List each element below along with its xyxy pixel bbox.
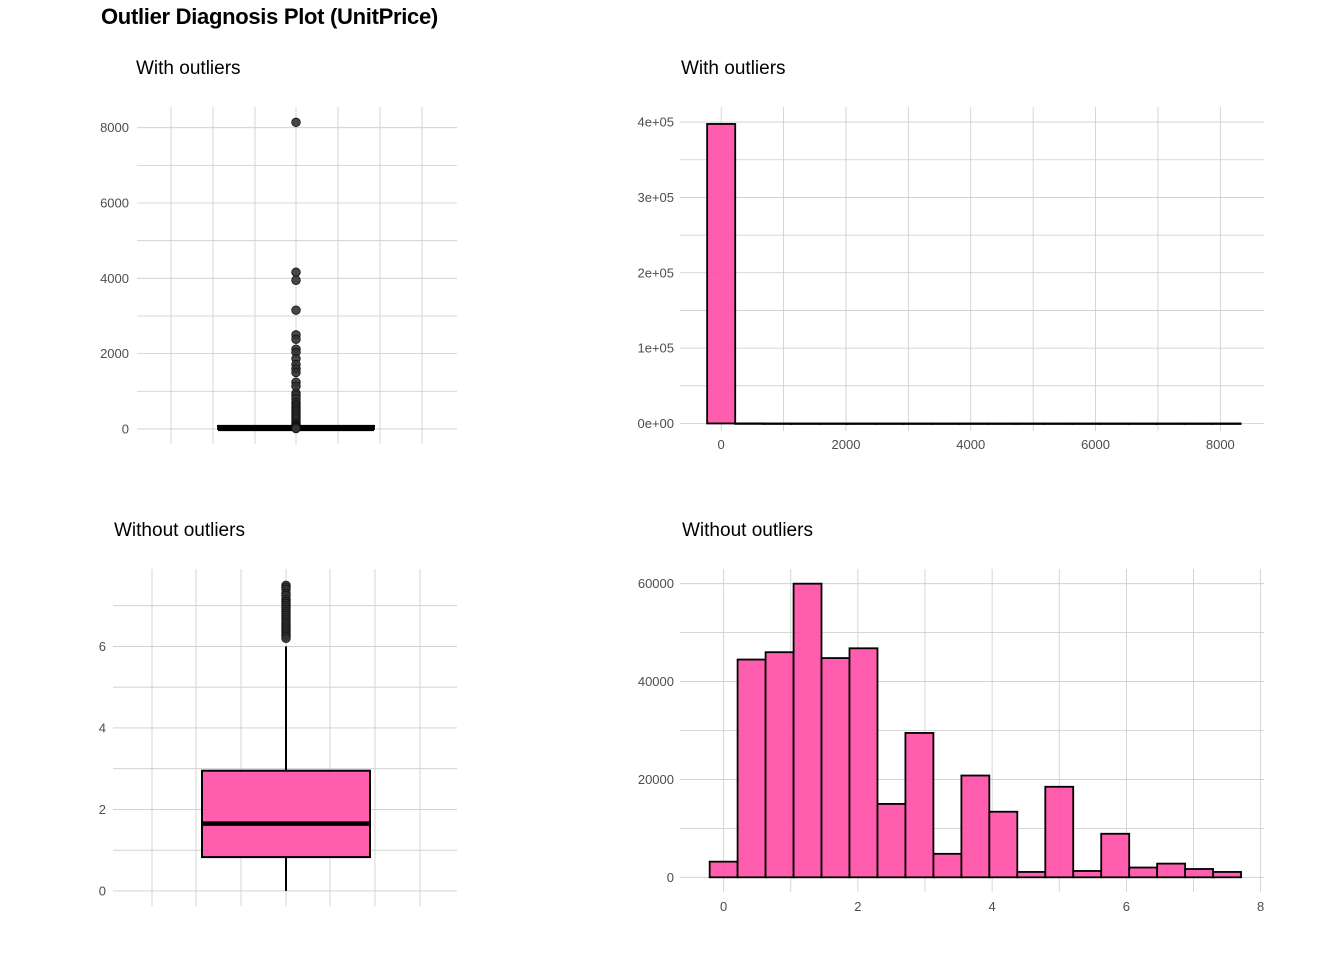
histogram-bar xyxy=(1156,862,1187,879)
y-tick-label: 4e+05 xyxy=(637,115,674,130)
histogram-bar xyxy=(764,651,795,879)
y-tick-label: 0 xyxy=(122,421,129,436)
outlier-point xyxy=(291,423,301,434)
y-tick-label: 4000 xyxy=(100,271,129,286)
x-tick-label: 6000 xyxy=(1081,437,1110,452)
x-tick-label: 4000 xyxy=(956,437,985,452)
outlier-point xyxy=(291,275,301,285)
outlier-point xyxy=(291,334,301,344)
y-tick-label: 60000 xyxy=(638,576,674,591)
histogram-bar xyxy=(1128,866,1159,879)
y-tick-label: 0 xyxy=(99,883,106,898)
outlier-point xyxy=(291,367,301,378)
y-tick-label: 20000 xyxy=(638,772,674,787)
boxplot-without-outliers: 0 2 4 6 xyxy=(99,569,457,906)
histogram-bar xyxy=(932,852,963,879)
panel-title: Without outliers xyxy=(114,520,245,541)
panel-title: With outliers xyxy=(136,58,241,79)
histogram-bar xyxy=(1044,785,1075,879)
histogram-bar xyxy=(1211,422,1242,425)
x-tick-label: 4 xyxy=(989,899,996,914)
box xyxy=(201,769,371,859)
histogram-bar xyxy=(1100,832,1131,879)
x-tick-label: 0 xyxy=(720,899,727,914)
y-tick-label: 1e+05 xyxy=(637,341,674,356)
y-tick-label: 2 xyxy=(99,802,106,817)
y-tick-label: 40000 xyxy=(638,674,674,689)
y-tick-label: 3e+05 xyxy=(637,190,674,205)
histogram-bar xyxy=(1016,871,1047,879)
y-tick-label: 0 xyxy=(667,870,674,885)
panel-title: Without outliers xyxy=(682,520,813,541)
x-tick-label: 2000 xyxy=(832,437,861,452)
y-tick-label: 6 xyxy=(99,639,106,654)
histogram-bar xyxy=(736,658,767,879)
histogram-bar xyxy=(708,860,739,879)
outlier-point xyxy=(291,305,301,315)
histogram-bar xyxy=(1072,870,1103,879)
boxplot-with-outliers-panel: With outliers 0 2000 4000 6000 8000 xyxy=(0,0,672,480)
boxplot-with-outliers: 0 2000 4000 6000 8000 xyxy=(100,107,457,444)
x-tick-label: 6 xyxy=(1123,899,1130,914)
boxplot-without-outliers-panel: Without outliers 0 2 4 6 xyxy=(99,520,457,906)
x-tick-label: 8000 xyxy=(1206,437,1235,452)
histogram-bar xyxy=(876,803,907,879)
histogram-bar xyxy=(1184,868,1215,879)
y-tick-label: 2e+05 xyxy=(637,265,674,280)
x-tick-label: 0 xyxy=(718,437,725,452)
histogram-with-outliers-panel: With outliers 0e+00 1e+05 2e+05 3e+05 4e+05 0… xyxy=(637,58,1264,452)
panel-title: With outliers xyxy=(681,58,786,79)
x-tick-label: 8 xyxy=(1257,899,1264,914)
histogram-bar xyxy=(820,657,851,879)
histogram-bar xyxy=(904,732,935,879)
histogram-bar xyxy=(792,582,823,879)
outlier-point xyxy=(291,117,301,128)
page-title: Outlier Diagnosis Plot (UnitPrice) xyxy=(101,4,438,29)
histogram-bar xyxy=(960,774,991,879)
histogram-bar xyxy=(706,123,737,425)
histogram-with-outliers: 0e+00 1e+05 2e+05 3e+05 4e+05 0 2000 4000 6000 80… xyxy=(637,107,1264,452)
y-tick-label: 8000 xyxy=(100,120,129,135)
x-tick-label: 2 xyxy=(854,899,861,914)
y-tick-label: 0e+00 xyxy=(637,416,674,431)
y-tick-label: 6000 xyxy=(100,196,129,211)
y-tick-label: 2000 xyxy=(100,346,129,361)
histogram-bar xyxy=(988,810,1019,879)
histogram-bar xyxy=(848,647,879,879)
y-tick-label: 4 xyxy=(99,720,106,735)
histogram-bar xyxy=(1212,871,1242,879)
outlier-point xyxy=(281,633,291,643)
